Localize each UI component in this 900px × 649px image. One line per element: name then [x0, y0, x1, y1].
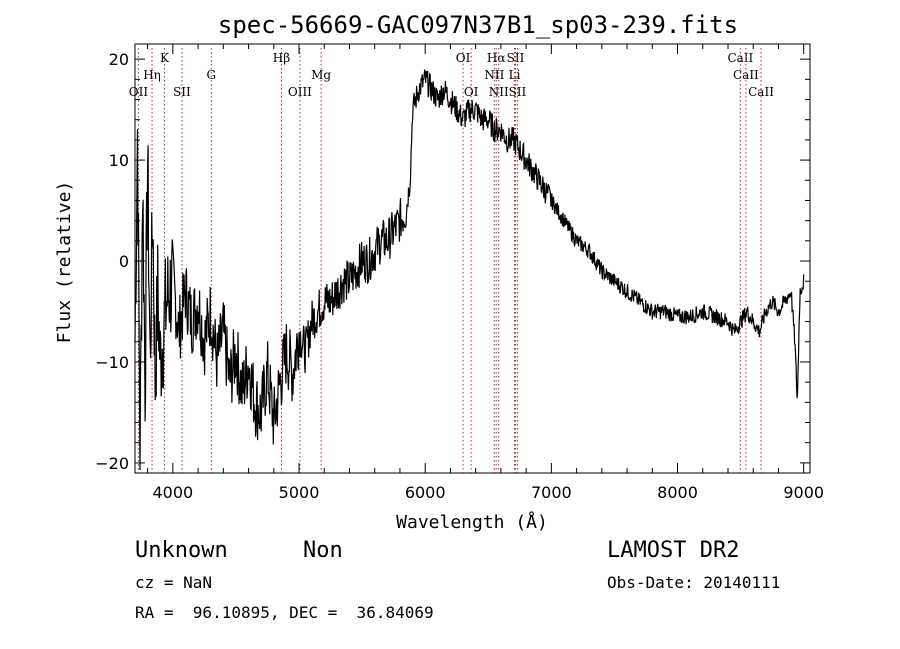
spectral-line-label: OIII — [288, 85, 312, 99]
spectral-line-label: CaII — [727, 51, 753, 65]
survey-name: LAMOST DR2 — [607, 538, 740, 563]
y-tick-label: 20 — [109, 50, 129, 69]
x-tick-label: 8000 — [657, 483, 698, 502]
spectral-line-label: SII — [507, 51, 525, 65]
spectrum-series-line — [134, 69, 805, 471]
plot-frame — [134, 43, 811, 474]
x-axis-ticks: 4000 5000 6000 7000 8000 9000 — [147, 44, 824, 502]
x-tick-label: 5000 — [279, 483, 320, 502]
redshift-cz: cz = NaN — [135, 573, 213, 592]
spectral-line-label: K — [160, 51, 170, 65]
spectral-line-label: Li — [509, 68, 521, 82]
spectral-line-label: CaII — [733, 68, 759, 82]
spectral-line-label: SII — [173, 85, 191, 99]
spectral-line-label: OI — [456, 51, 471, 65]
spectral-line-label: Hα — [487, 51, 506, 65]
x-axis-label: Wavelength (Å) — [396, 511, 548, 533]
y-tick-label: −10 — [95, 353, 129, 372]
y-tick-label: 0 — [119, 252, 129, 271]
x-tick-label: 4000 — [152, 483, 193, 502]
x-tick-label: 6000 — [405, 483, 446, 502]
plot-area: OIIHηKSIIGHβOIIIMgOIOIHαNIINIISIILiSIICa… — [95, 43, 824, 502]
spectral-line-label: NII — [484, 68, 504, 82]
y-axis-ticks: −20 −10 0 10 20 — [95, 50, 810, 473]
obs-date: Obs-Date: 20140111 — [607, 573, 781, 592]
object-type: Unknown — [135, 538, 228, 563]
y-tick-label: 10 — [109, 151, 129, 170]
spectral-line-label: OI — [464, 85, 479, 99]
spectral-line-label: Mg — [311, 68, 331, 82]
x-tick-label: 7000 — [531, 483, 572, 502]
spectral-line-label: SII — [509, 85, 527, 99]
y-tick-label: −20 — [95, 454, 129, 473]
spectral-line-label: OII — [129, 85, 149, 99]
spectral-line-label: CaII — [748, 85, 774, 99]
spectral-line-label: G — [207, 68, 217, 82]
spectral-line-label: Hβ — [273, 51, 290, 65]
coordinates: RA = 96.10895, DEC = 36.84069 — [135, 603, 434, 622]
spectral-line-label: NII — [489, 85, 509, 99]
y-axis-label: Flux (relative) — [54, 181, 75, 344]
chart-title: spec-56669-GAC097N37B1_sp03-239.fits — [218, 11, 738, 39]
x-tick-label: 9000 — [783, 483, 824, 502]
object-subtype: Non — [303, 538, 343, 563]
spectral-line-label: Hη — [143, 68, 161, 82]
